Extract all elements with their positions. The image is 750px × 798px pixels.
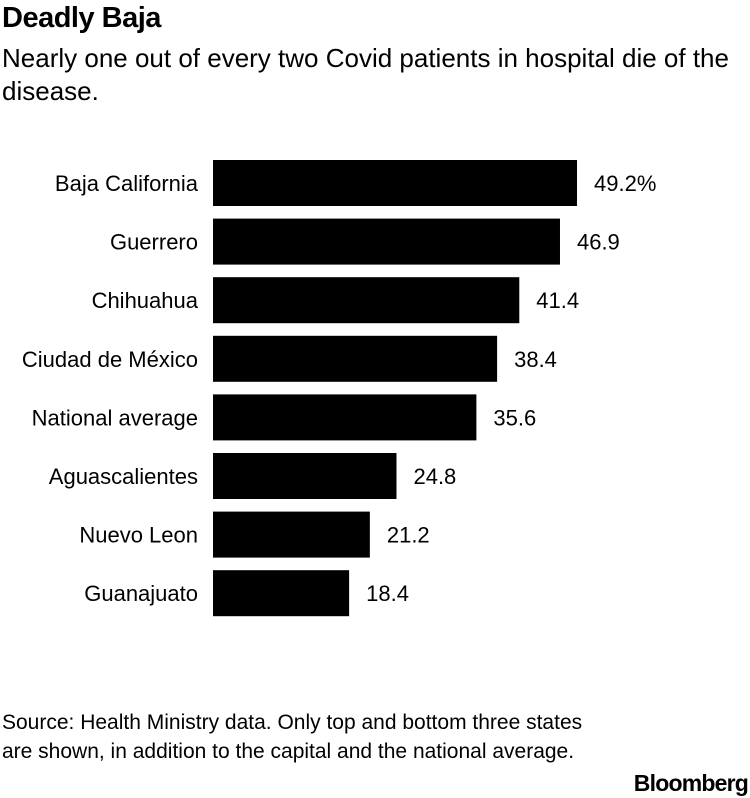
- bar-chihuahua: [213, 277, 520, 324]
- category-label: Guerrero: [110, 230, 198, 255]
- category-label: National average: [32, 405, 198, 430]
- bar-ciudad-de-m-xico: [213, 335, 498, 382]
- bloomberg-logo: Bloomberg: [633, 770, 749, 796]
- source-note: Source: Health Ministry data. Only top a…: [2, 711, 583, 763]
- value-label: 38.4: [514, 347, 557, 372]
- bar-aguascalientes: [213, 453, 397, 499]
- value-label: 46.9: [577, 230, 620, 255]
- value-label: 35.6: [493, 405, 536, 430]
- category-label: Ciudad de México: [22, 347, 198, 372]
- bar-guanajuato: [213, 570, 350, 617]
- category-label: Nuevo Leon: [79, 523, 198, 548]
- bar-national-average: [213, 394, 477, 441]
- category-label: Guanajuato: [84, 581, 198, 606]
- value-label: 41.4: [536, 288, 579, 313]
- value-label: 49.2%: [594, 171, 656, 196]
- chart-title: Deadly Baja: [2, 2, 161, 34]
- bar-guerrero: [213, 218, 560, 265]
- value-label: 24.8: [413, 464, 456, 489]
- chart-subtitle: Nearly one out of every two Covid patien…: [2, 43, 729, 106]
- category-label: Baja California: [55, 171, 199, 196]
- category-label: Chihuahua: [92, 288, 199, 313]
- value-label: 18.4: [366, 581, 409, 606]
- bar-nuevo-leon: [213, 511, 370, 558]
- bar-baja-california: [213, 160, 577, 206]
- bar-chart: Baja California 49.2% Guerrero 46.9 Chihuahu…: [22, 160, 656, 617]
- category-label: Aguascalientes: [49, 464, 198, 489]
- value-label: 21.2: [387, 523, 430, 548]
